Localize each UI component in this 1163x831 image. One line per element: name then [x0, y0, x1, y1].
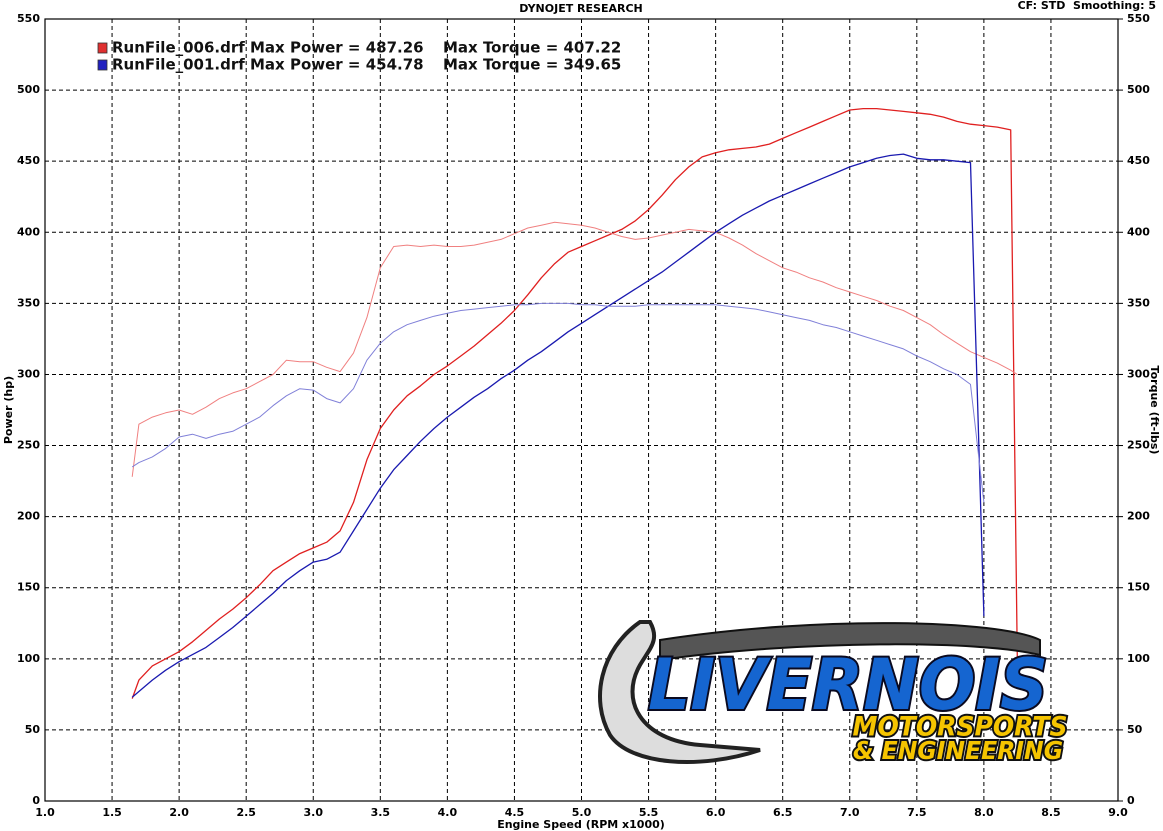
- x-tick-label: 9.0: [1108, 806, 1128, 819]
- x-tick-label: 2.5: [236, 806, 256, 819]
- x-tick-label: 1.0: [35, 806, 55, 819]
- x-tick-label: 3.0: [304, 806, 324, 819]
- y2-tick-label: 350: [1127, 296, 1150, 309]
- y-tick-label: 450: [17, 154, 40, 167]
- legend-swatch: [97, 42, 108, 54]
- logo: LIVERNOIS MOTORSPORTS & ENGINEERING: [598, 620, 1070, 767]
- x-tick-label: 1.5: [102, 806, 122, 819]
- y2-tick-label: 0: [1127, 794, 1135, 807]
- logo-line2: & ENGINEERING: [853, 736, 1063, 765]
- series-line: [131, 107, 1019, 699]
- legend-torque: Max Torque = 407.22: [443, 39, 621, 57]
- x-tick-label: 7.0: [840, 806, 860, 819]
- series-line: [131, 153, 985, 698]
- x-tick-label: 4.5: [505, 806, 525, 819]
- y2-tick-label: 100: [1127, 652, 1150, 665]
- y-tick-label: 50: [25, 723, 41, 736]
- y2-tick-label: 450: [1127, 154, 1150, 167]
- y2-tick-label: 300: [1127, 367, 1150, 380]
- logo-swoosh: [598, 620, 761, 764]
- y-tick-label: 500: [17, 83, 40, 96]
- series-line: [131, 221, 1018, 477]
- y2-axis-title: Torque (ft-lbs): [1148, 366, 1161, 455]
- y2-tick-label: 550: [1127, 12, 1150, 25]
- y-tick-label: 350: [17, 296, 40, 309]
- x-tick-label: 5.0: [572, 806, 592, 819]
- legend-torque: Max Torque = 349.65: [443, 56, 621, 74]
- x-axis-title: Engine Speed (RPM x1000): [497, 818, 665, 831]
- y-tick-label: 100: [17, 652, 40, 665]
- y-tick-label: 150: [17, 581, 40, 594]
- y-tick-label: 400: [17, 225, 40, 238]
- legend: RunFile_006.drf Max Power = 487.26 Max To…: [97, 39, 621, 74]
- x-tick-label: 3.5: [371, 806, 391, 819]
- y2-tick-label: 500: [1127, 83, 1150, 96]
- legend-swatch: [97, 59, 108, 71]
- legend-label: RunFile_006.drf Max Power = 487.26: [112, 39, 424, 57]
- lines: [131, 107, 1019, 699]
- x-tick-label: 5.5: [639, 806, 659, 819]
- x-tick-label: 6.0: [706, 806, 726, 819]
- y-tick-label: 0: [32, 794, 40, 807]
- y2-tick-label: 250: [1127, 439, 1150, 452]
- logo-line1: MOTORSPORTS: [853, 712, 1068, 743]
- y2-tick-label: 150: [1127, 581, 1150, 594]
- y2-tick-label: 400: [1127, 225, 1150, 238]
- y2-tick-label: 200: [1127, 510, 1150, 523]
- logo-name: LIVERNOIS: [648, 644, 1048, 726]
- y-tick-label: 550: [17, 12, 40, 25]
- x-tick-label: 2.0: [169, 806, 189, 819]
- x-tick-label: 8.0: [974, 806, 994, 819]
- y-tick-label: 250: [17, 439, 40, 452]
- subtitle: CF: STD Smoothing: 5: [1018, 0, 1156, 12]
- series-line: [131, 302, 985, 503]
- x-tick-label: 6.5: [773, 806, 793, 819]
- y-axis-title: Power (hp): [2, 376, 15, 444]
- chart-title: DYNOJET RESEARCH: [519, 2, 642, 15]
- y-tick-label: 200: [17, 510, 40, 523]
- y-tick-label: 300: [17, 367, 40, 380]
- x-tick-label: 7.5: [907, 806, 927, 819]
- x-tick-label: 4.0: [438, 806, 458, 819]
- legend-label: RunFile_001.drf Max Power = 454.78: [112, 56, 424, 74]
- logo-arc: [659, 622, 1041, 662]
- plot-frame: [44, 18, 1119, 802]
- x-tick-label: 8.5: [1041, 806, 1061, 819]
- y2-tick-label: 50: [1127, 723, 1143, 736]
